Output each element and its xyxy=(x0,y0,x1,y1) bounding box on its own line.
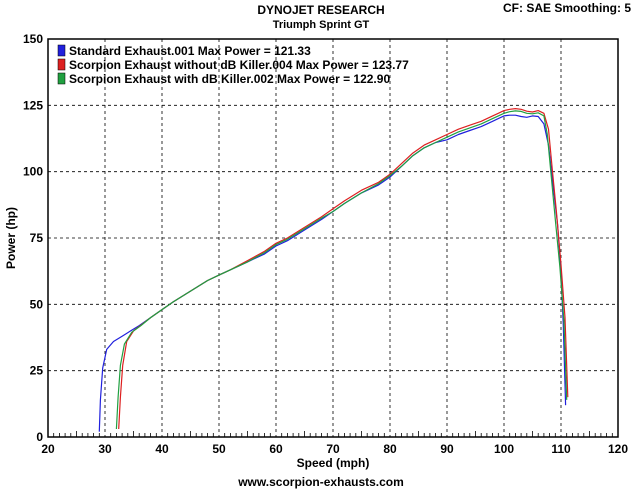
x-tick-label: 30 xyxy=(98,442,112,456)
legend-entry-with-db-killer: Scorpion Exhaust with dB Killer.002 Max … xyxy=(69,72,390,86)
y-axis-label: Power (hp) xyxy=(4,207,18,269)
y-tick-label: 25 xyxy=(30,364,44,378)
y-tick-label: 100 xyxy=(23,165,43,179)
x-tick-label: 90 xyxy=(440,442,454,456)
x-tick-label: 50 xyxy=(212,442,226,456)
y-tick-label: 50 xyxy=(30,297,44,311)
correction-factor-label: CF: SAE Smoothing: 5 xyxy=(503,1,631,15)
footer-url: www.scorpion-exhausts.com xyxy=(237,475,404,489)
chart-title: DYNOJET RESEARCH xyxy=(257,3,384,17)
x-axis-label: Speed (mph) xyxy=(297,456,370,470)
x-tick-label: 60 xyxy=(269,442,283,456)
chart-subtitle: Triumph Sprint GT xyxy=(273,19,370,31)
series-lines xyxy=(98,108,569,432)
minor-ticks xyxy=(53,431,613,437)
y-tick-label: 0 xyxy=(36,430,43,444)
x-tick-label: 80 xyxy=(383,442,397,456)
legend-swatch-with-db-killer xyxy=(57,72,66,85)
legend-swatch-no-db-killer xyxy=(57,58,66,71)
x-tick-label: 120 xyxy=(608,442,628,456)
series-line-2 xyxy=(115,110,568,430)
x-tick-label: 100 xyxy=(494,442,514,456)
x-tick-label: 20 xyxy=(41,442,55,456)
grid-lines xyxy=(48,39,618,437)
y-tick-label: 150 xyxy=(23,32,43,46)
legend-entry-standard: Standard Exhaust.001 Max Power = 121.33 xyxy=(69,44,311,58)
x-tick-label: 40 xyxy=(155,442,169,456)
legend-swatch-standard xyxy=(57,44,66,57)
x-tick-label: 70 xyxy=(326,442,340,456)
legend: Standard Exhaust.001 Max Power = 121.33 … xyxy=(57,44,409,86)
y-tick-label: 75 xyxy=(30,231,44,245)
legend-entry-no-db-killer: Scorpion Exhaust without dB Killer.004 M… xyxy=(69,58,409,72)
x-tick-labels: 20 30 40 50 60 70 80 90 100 110 120 xyxy=(41,442,628,456)
x-tick-label: 110 xyxy=(551,442,571,456)
y-tick-labels: 0 25 50 75 100 125 150 xyxy=(23,32,43,444)
y-tick-label: 125 xyxy=(23,98,43,112)
